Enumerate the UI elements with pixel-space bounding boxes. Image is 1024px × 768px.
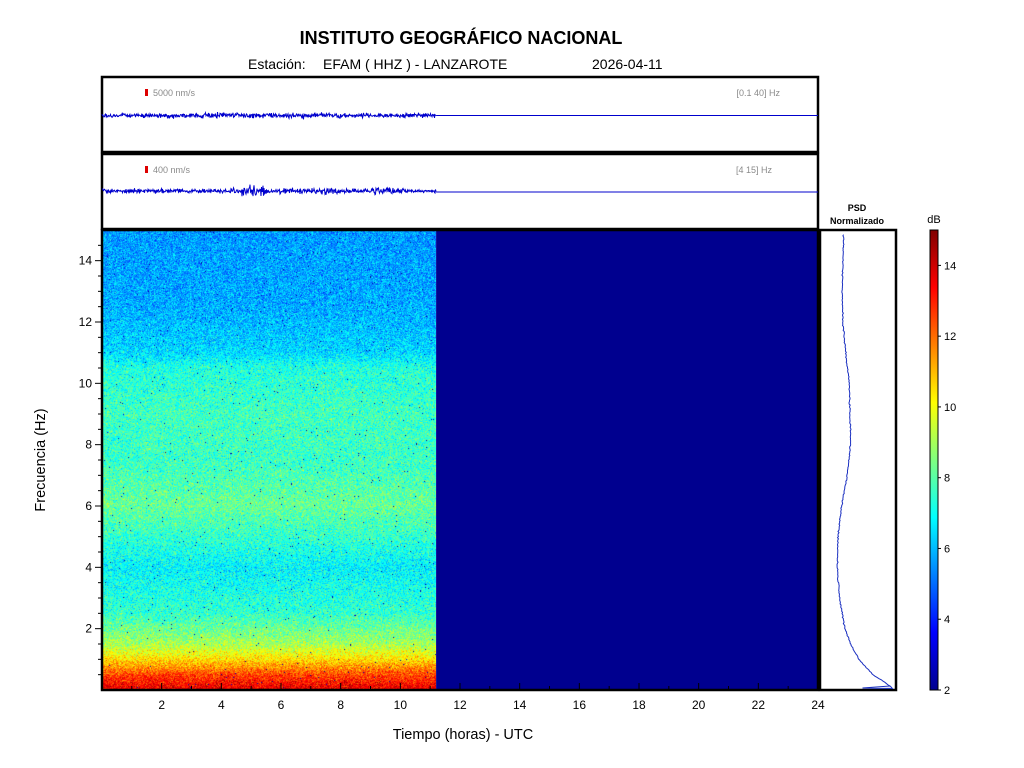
colorbar: dB 2 4 6 8 10 12 14 xyxy=(927,214,956,697)
x-axis-label: Tiempo (horas) - UTC xyxy=(393,727,533,743)
y-axis-label: Frecuencia (Hz) xyxy=(33,408,49,511)
psd-curve xyxy=(836,234,894,689)
x-tick-label: 20 xyxy=(692,698,706,712)
colorbar-tick-label: 14 xyxy=(944,260,956,272)
colorbar-tick-label: 6 xyxy=(944,543,950,555)
spectrogram-data xyxy=(102,230,437,690)
y-axis: 2 4 6 8 10 12 14 xyxy=(79,244,102,676)
colorbar-tick-label: 10 xyxy=(944,402,956,414)
station-date: 2026-04-11 xyxy=(592,56,663,72)
waveform-trace xyxy=(101,110,437,121)
filter-band-label: [0.1 40] Hz xyxy=(736,88,780,98)
x-tick-label: 2 xyxy=(158,698,165,712)
colorbar-tick-label: 4 xyxy=(944,614,950,626)
colorbar-tick-label: 8 xyxy=(944,473,950,485)
filter-band-label: [4 15] Hz xyxy=(736,165,773,175)
y-tick-label: 8 xyxy=(85,438,92,452)
y-tick-label: 14 xyxy=(79,254,93,268)
x-tick-label: 24 xyxy=(811,698,825,712)
y-tick-label: 12 xyxy=(79,315,93,329)
x-tick-label: 8 xyxy=(337,698,344,712)
x-tick-label: 6 xyxy=(278,698,285,712)
x-tick-label: 16 xyxy=(573,698,587,712)
y-tick-label: 10 xyxy=(79,376,93,390)
x-tick-label: 4 xyxy=(218,698,225,712)
scale-marker xyxy=(145,166,148,173)
psd-panel: PSD Normalizado xyxy=(818,203,898,692)
chart-title: INSTITUTO GEOGRÁFICO NACIONAL xyxy=(300,27,623,48)
waveform-trace xyxy=(101,184,437,197)
psd-frame xyxy=(818,228,898,692)
psd-title: PSD xyxy=(848,203,867,213)
x-tick-label: 12 xyxy=(453,698,467,712)
spectrogram-no-data-region xyxy=(436,230,818,690)
psd-subtitle: Normalizado xyxy=(830,216,885,226)
colorbar-tick-label: 12 xyxy=(944,331,956,343)
amplitude-scale-label: 5000 nm/s xyxy=(153,88,196,98)
station-name: EFAM ( HHZ ) - LANZAROTE xyxy=(323,56,507,72)
x-tick-label: 18 xyxy=(632,698,646,712)
x-tick-label: 10 xyxy=(394,698,408,712)
x-axis: 2 4 6 8 10 12 14 16 18 20 22 24 xyxy=(131,683,825,712)
colorbar-gradient xyxy=(929,229,939,691)
y-tick-label: 2 xyxy=(85,622,92,636)
scale-marker xyxy=(145,89,148,96)
amplitude-scale-label: 400 nm/s xyxy=(153,165,191,175)
waveform-panel-highband: 400 nm/s [4 15] Hz xyxy=(100,152,820,231)
x-tick-label: 22 xyxy=(752,698,766,712)
colorbar-unit-label: dB xyxy=(927,214,940,226)
waveform-panel-broadband: 5000 nm/s [0.1 40] Hz xyxy=(100,75,820,154)
y-tick-label: 6 xyxy=(85,499,92,513)
y-tick-label: 4 xyxy=(85,560,92,574)
colorbar-tick-label: 2 xyxy=(944,685,950,697)
station-label: Estación: xyxy=(248,56,306,72)
x-tick-label: 14 xyxy=(513,698,527,712)
colorbar-ticks: 2 4 6 8 10 12 14 xyxy=(938,260,956,697)
